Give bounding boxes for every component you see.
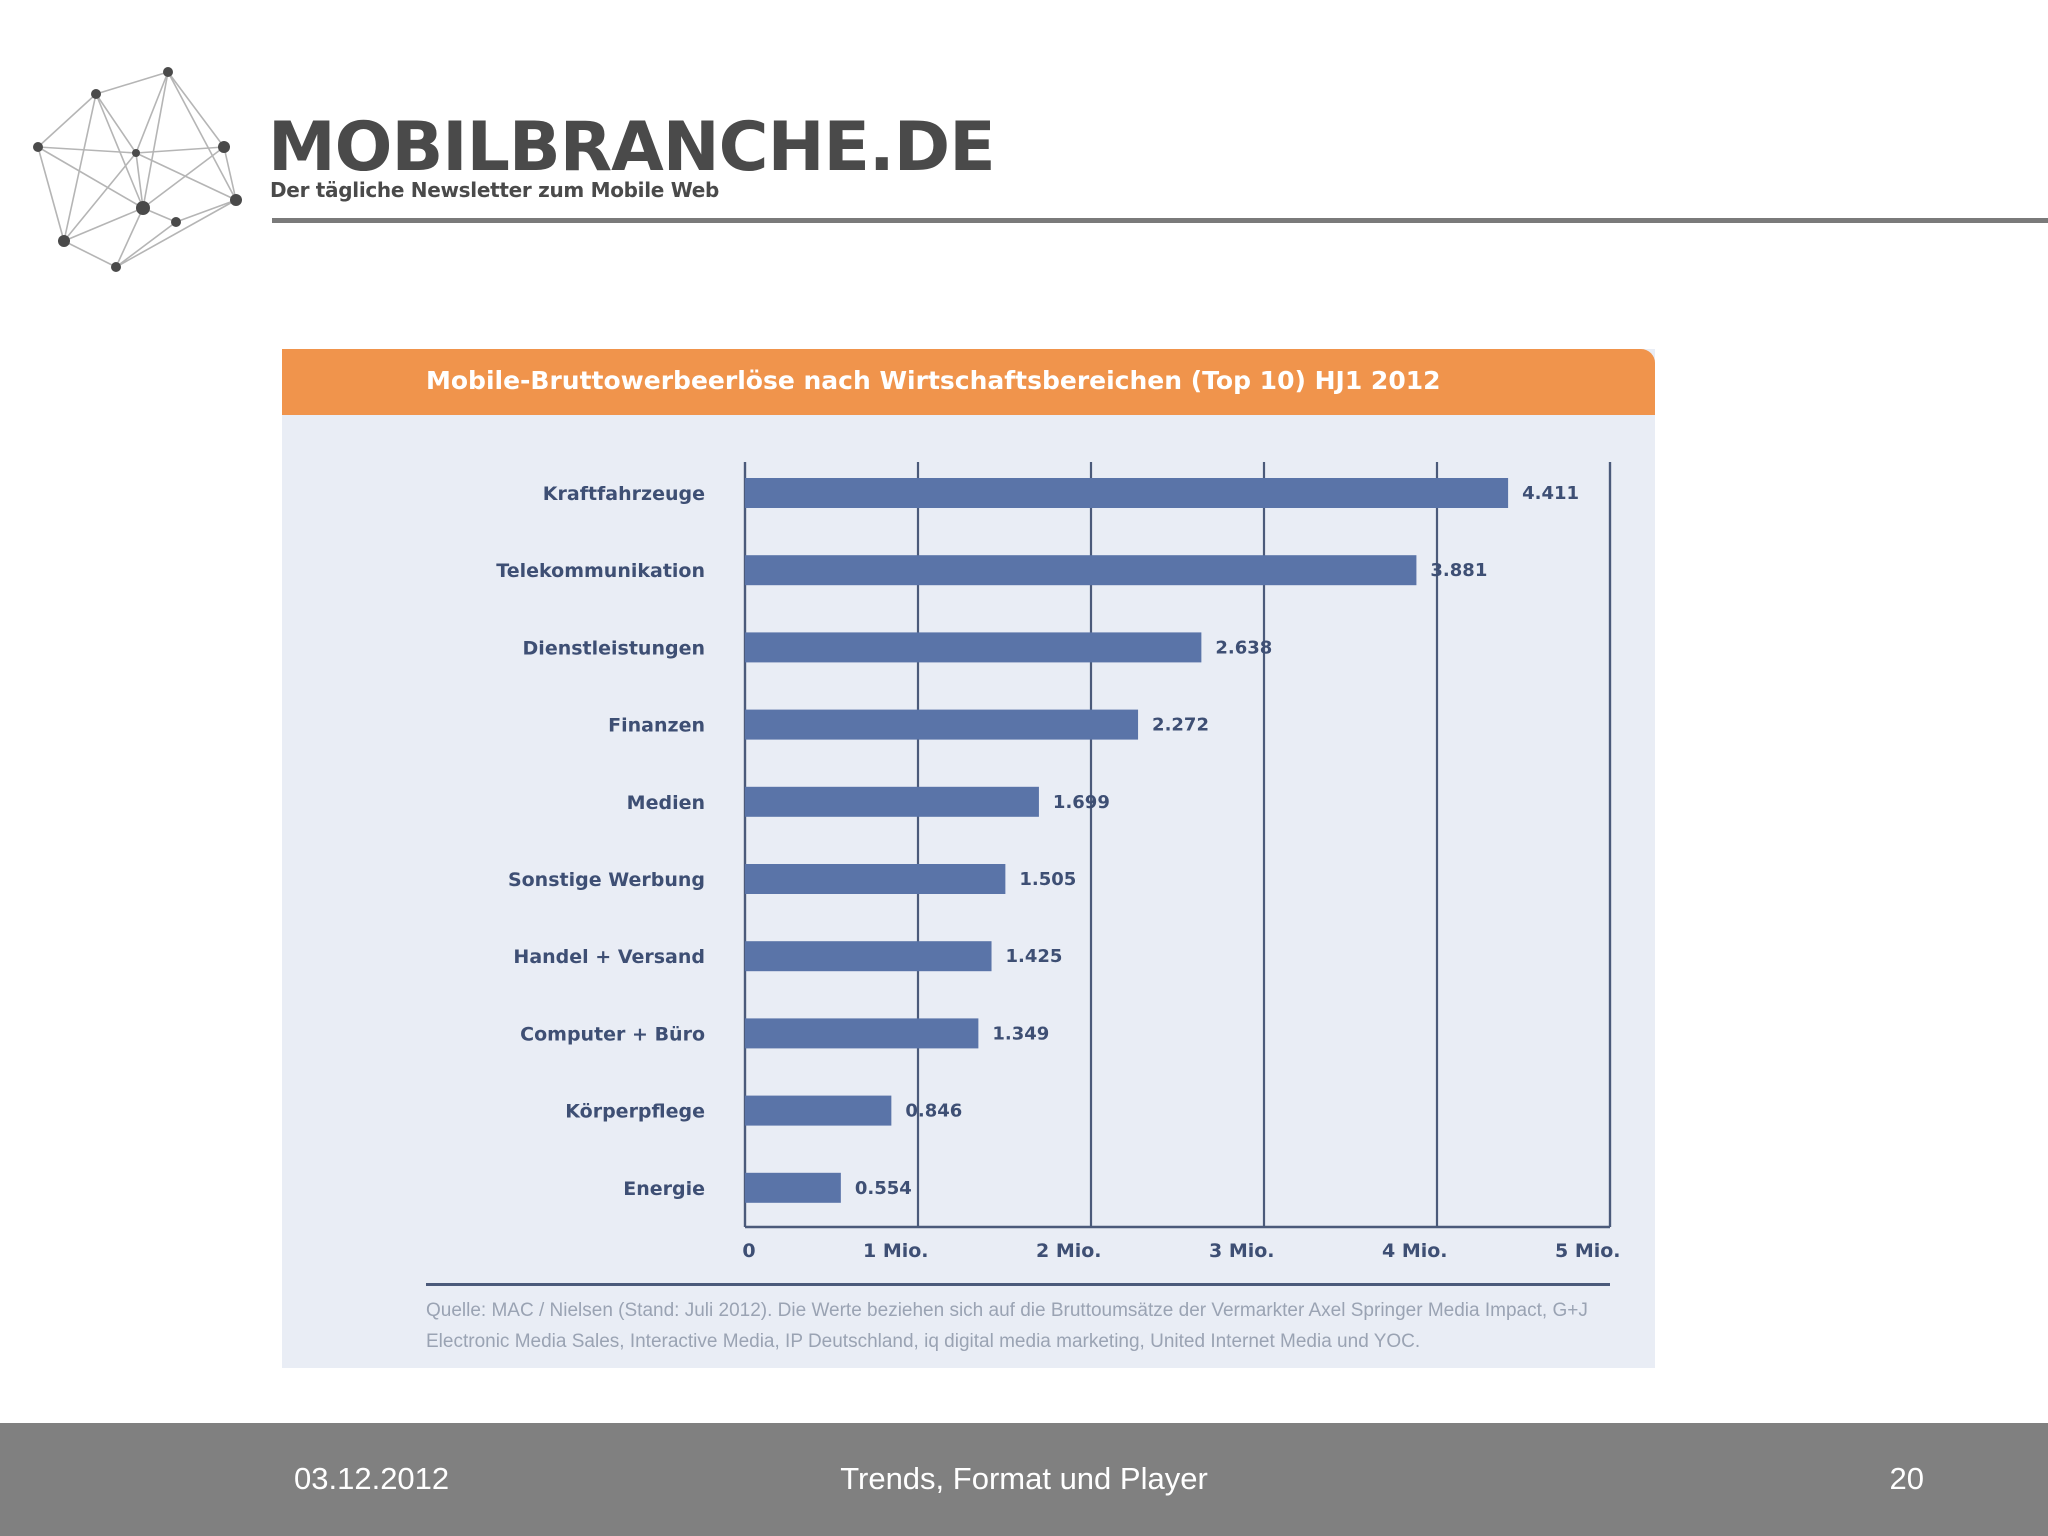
value-label: 1.505 [1019,869,1076,890]
bar [745,941,992,972]
value-label: 0.554 [855,1178,912,1199]
category-label: Dienstleistungen [523,637,705,659]
category-label: Finanzen [608,715,705,737]
network-logo-icon [33,67,242,272]
source-divider [426,1283,1610,1286]
brand-tagline: Der tägliche Newsletter zum Mobile Web [270,178,720,202]
header-divider [272,218,2048,223]
footer-page-number: 20 [1889,1461,1924,1496]
value-label: 3.881 [1430,560,1487,581]
category-label: Medien [627,792,705,814]
category-label: Kraftfahrzeuge [543,483,705,505]
value-label: 2.272 [1152,715,1209,736]
bar [745,1172,841,1203]
category-label: Telekommunikation [496,560,705,582]
x-tick-label: 0 [742,1240,755,1262]
brand-name: MOBILBRANCHE.DE [268,108,996,187]
bar [745,709,1139,740]
value-label: 1.699 [1053,792,1110,813]
bar [745,1095,892,1126]
bar [745,786,1039,817]
category-label: Sonstige Werbung [508,869,705,891]
bar [745,478,1509,508]
value-label: 2.638 [1215,637,1272,658]
bar [745,555,1417,586]
x-tick-label: 2 Mio. [1036,1240,1102,1262]
x-tick-label: 4 Mio. [1382,1240,1448,1262]
chart-title: Mobile-Bruttowerbeerlöse nach Wirtschaft… [426,366,1441,395]
value-label: 1.425 [1006,946,1063,967]
bar [745,864,1006,894]
x-tick-label: 5 Mio. [1555,1240,1621,1262]
chart-panel: Mobile-Bruttowerbeerlöse nach Wirtschaft… [282,349,1655,1368]
category-label: Computer + Büro [520,1023,705,1045]
value-label: 0.846 [905,1101,962,1122]
bar [745,1018,979,1049]
value-label: 4.411 [1522,483,1579,504]
footer-title: Trends, Format und Player [840,1461,1208,1496]
slide-footer: 03.12.2012 Trends, Format und Player 20 [0,1423,2048,1536]
category-label: Energie [623,1178,705,1200]
category-label: Handel + Versand [513,946,705,968]
x-tick-label: 3 Mio. [1209,1240,1275,1262]
category-label: Körperpflege [565,1101,705,1123]
bar-chart: Kraftfahrzeuge 4.411 Telekommunikation 3.88… [496,462,1621,1262]
source-note: Quelle: MAC / Nielsen (Stand: Juli 2012)… [426,1300,1588,1352]
bar [745,632,1202,663]
x-tick-label: 1 Mio. [863,1240,929,1262]
footer-date: 03.12.2012 [294,1461,450,1496]
value-label: 1.349 [992,1023,1049,1044]
chart-title-bar: Mobile-Bruttowerbeerlöse nach Wirtschaft… [282,349,1655,415]
